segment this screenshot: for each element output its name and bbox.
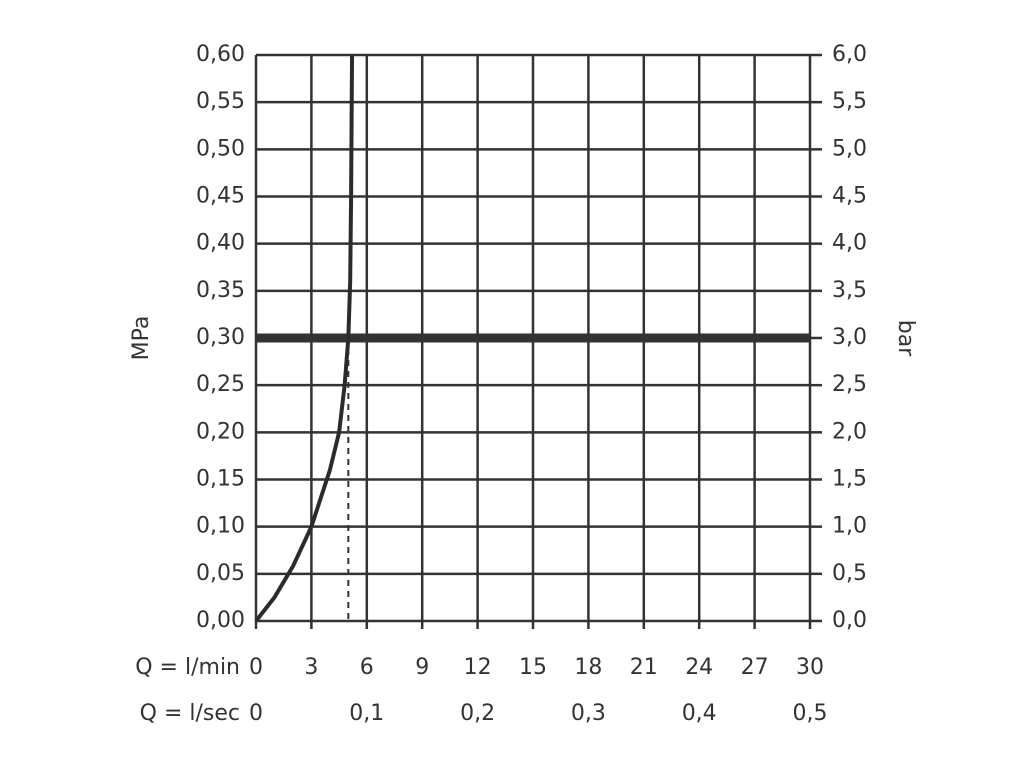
x-tick-label: 9 — [415, 655, 429, 680]
y-tick-label: 0,50 — [196, 136, 245, 161]
x-tick-label: 6 — [360, 655, 374, 680]
y-axis-label: MPa — [129, 316, 154, 361]
y2-tick-label: 4,5 — [832, 184, 867, 209]
y2-tick-label: 3,0 — [832, 325, 867, 350]
x2-tick-label: 0,5 — [793, 701, 828, 726]
y2-tick-label: 2,0 — [832, 419, 867, 444]
x-tick-label: 3 — [304, 655, 318, 680]
curve — [254, 54, 355, 623]
y-tick-label: 0,20 — [196, 419, 245, 444]
x-tick-label: 18 — [574, 655, 602, 680]
y-tick-label: 0,25 — [196, 372, 245, 397]
y-tick-label: 0,60 — [196, 42, 245, 67]
x-tick-label: 30 — [796, 655, 824, 680]
x2-tick-label: 0,1 — [349, 701, 384, 726]
x-tick-label: 21 — [630, 655, 658, 680]
x2-tick-label: 0,3 — [571, 701, 606, 726]
y-tick-label: 0,35 — [196, 278, 245, 303]
y2-axis-label: bar — [893, 320, 918, 357]
y2-tick-label: 5,0 — [832, 136, 867, 161]
y-tick-label: 0,05 — [196, 561, 245, 586]
y-tick-label: 0,10 — [196, 514, 245, 539]
x2-axis-label: Q = l/sec — [140, 701, 240, 726]
y2-tick-label: 0,5 — [832, 561, 867, 586]
x-tick-label: 15 — [519, 655, 547, 680]
y2-tick-label: 2,5 — [832, 372, 867, 397]
y-tick-label: 0,55 — [196, 89, 245, 114]
y2-tick-label: 1,5 — [832, 467, 867, 492]
x-tick-label: 12 — [464, 655, 492, 680]
y-tick-label: 0,30 — [196, 325, 245, 350]
y2-tick-label: 6,0 — [832, 42, 867, 67]
y-tick-label: 0,45 — [196, 184, 245, 209]
y2-tick-label: 1,0 — [832, 514, 867, 539]
y-tick-label: 0,00 — [196, 608, 245, 633]
y-tick-label: 0,40 — [196, 231, 245, 256]
x2-tick-label: 0,2 — [460, 701, 495, 726]
x-axis-label: Q = l/min — [135, 655, 240, 680]
y2-tick-label: 4,0 — [832, 231, 867, 256]
y2-tick-label: 3,5 — [832, 278, 867, 303]
x-tick-label: 24 — [685, 655, 713, 680]
x2-tick-label: 0 — [249, 701, 263, 726]
y-tick-label: 0,15 — [196, 467, 245, 492]
x-tick-label: 0 — [249, 655, 263, 680]
y2-tick-label: 0,0 — [832, 608, 867, 633]
y2-tick-label: 5,5 — [832, 89, 867, 114]
x2-tick-label: 0,4 — [682, 701, 717, 726]
x-tick-label: 27 — [741, 655, 769, 680]
